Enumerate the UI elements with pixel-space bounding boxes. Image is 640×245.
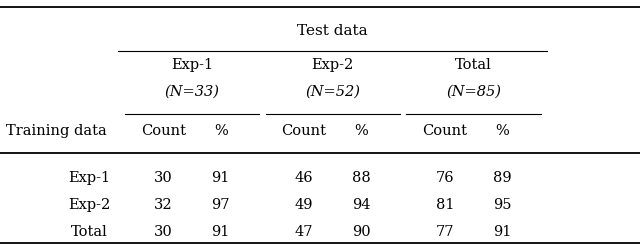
Text: 95: 95 — [493, 197, 511, 212]
Text: Exp-2: Exp-2 — [68, 197, 111, 212]
Text: (N=52): (N=52) — [305, 85, 360, 99]
Text: 76: 76 — [435, 171, 454, 185]
Text: Total: Total — [455, 58, 492, 72]
Text: 89: 89 — [493, 171, 512, 185]
Text: Exp-1: Exp-1 — [68, 171, 111, 185]
Text: Test data: Test data — [298, 24, 368, 38]
Text: 94: 94 — [353, 197, 371, 212]
Text: (N=85): (N=85) — [446, 85, 501, 99]
Text: %: % — [214, 124, 228, 138]
Text: 77: 77 — [436, 224, 454, 239]
Text: Count: Count — [141, 124, 186, 138]
Text: 30: 30 — [154, 224, 173, 239]
Text: %: % — [355, 124, 369, 138]
Text: Count: Count — [282, 124, 326, 138]
Text: Exp-2: Exp-2 — [312, 58, 354, 72]
Text: 97: 97 — [212, 197, 230, 212]
Text: Total: Total — [71, 224, 108, 239]
Text: Exp-1: Exp-1 — [171, 58, 213, 72]
Text: 91: 91 — [212, 224, 230, 239]
Text: 49: 49 — [295, 197, 313, 212]
Text: Count: Count — [422, 124, 467, 138]
Text: 47: 47 — [295, 224, 313, 239]
Text: 88: 88 — [352, 171, 371, 185]
Text: 90: 90 — [352, 224, 371, 239]
Text: (N=33): (N=33) — [164, 85, 220, 99]
Text: 81: 81 — [436, 197, 454, 212]
Text: 91: 91 — [493, 224, 511, 239]
Text: 46: 46 — [294, 171, 314, 185]
Text: Training data: Training data — [6, 124, 107, 138]
Text: 32: 32 — [154, 197, 173, 212]
Text: 30: 30 — [154, 171, 173, 185]
Text: %: % — [495, 124, 509, 138]
Text: 91: 91 — [212, 171, 230, 185]
